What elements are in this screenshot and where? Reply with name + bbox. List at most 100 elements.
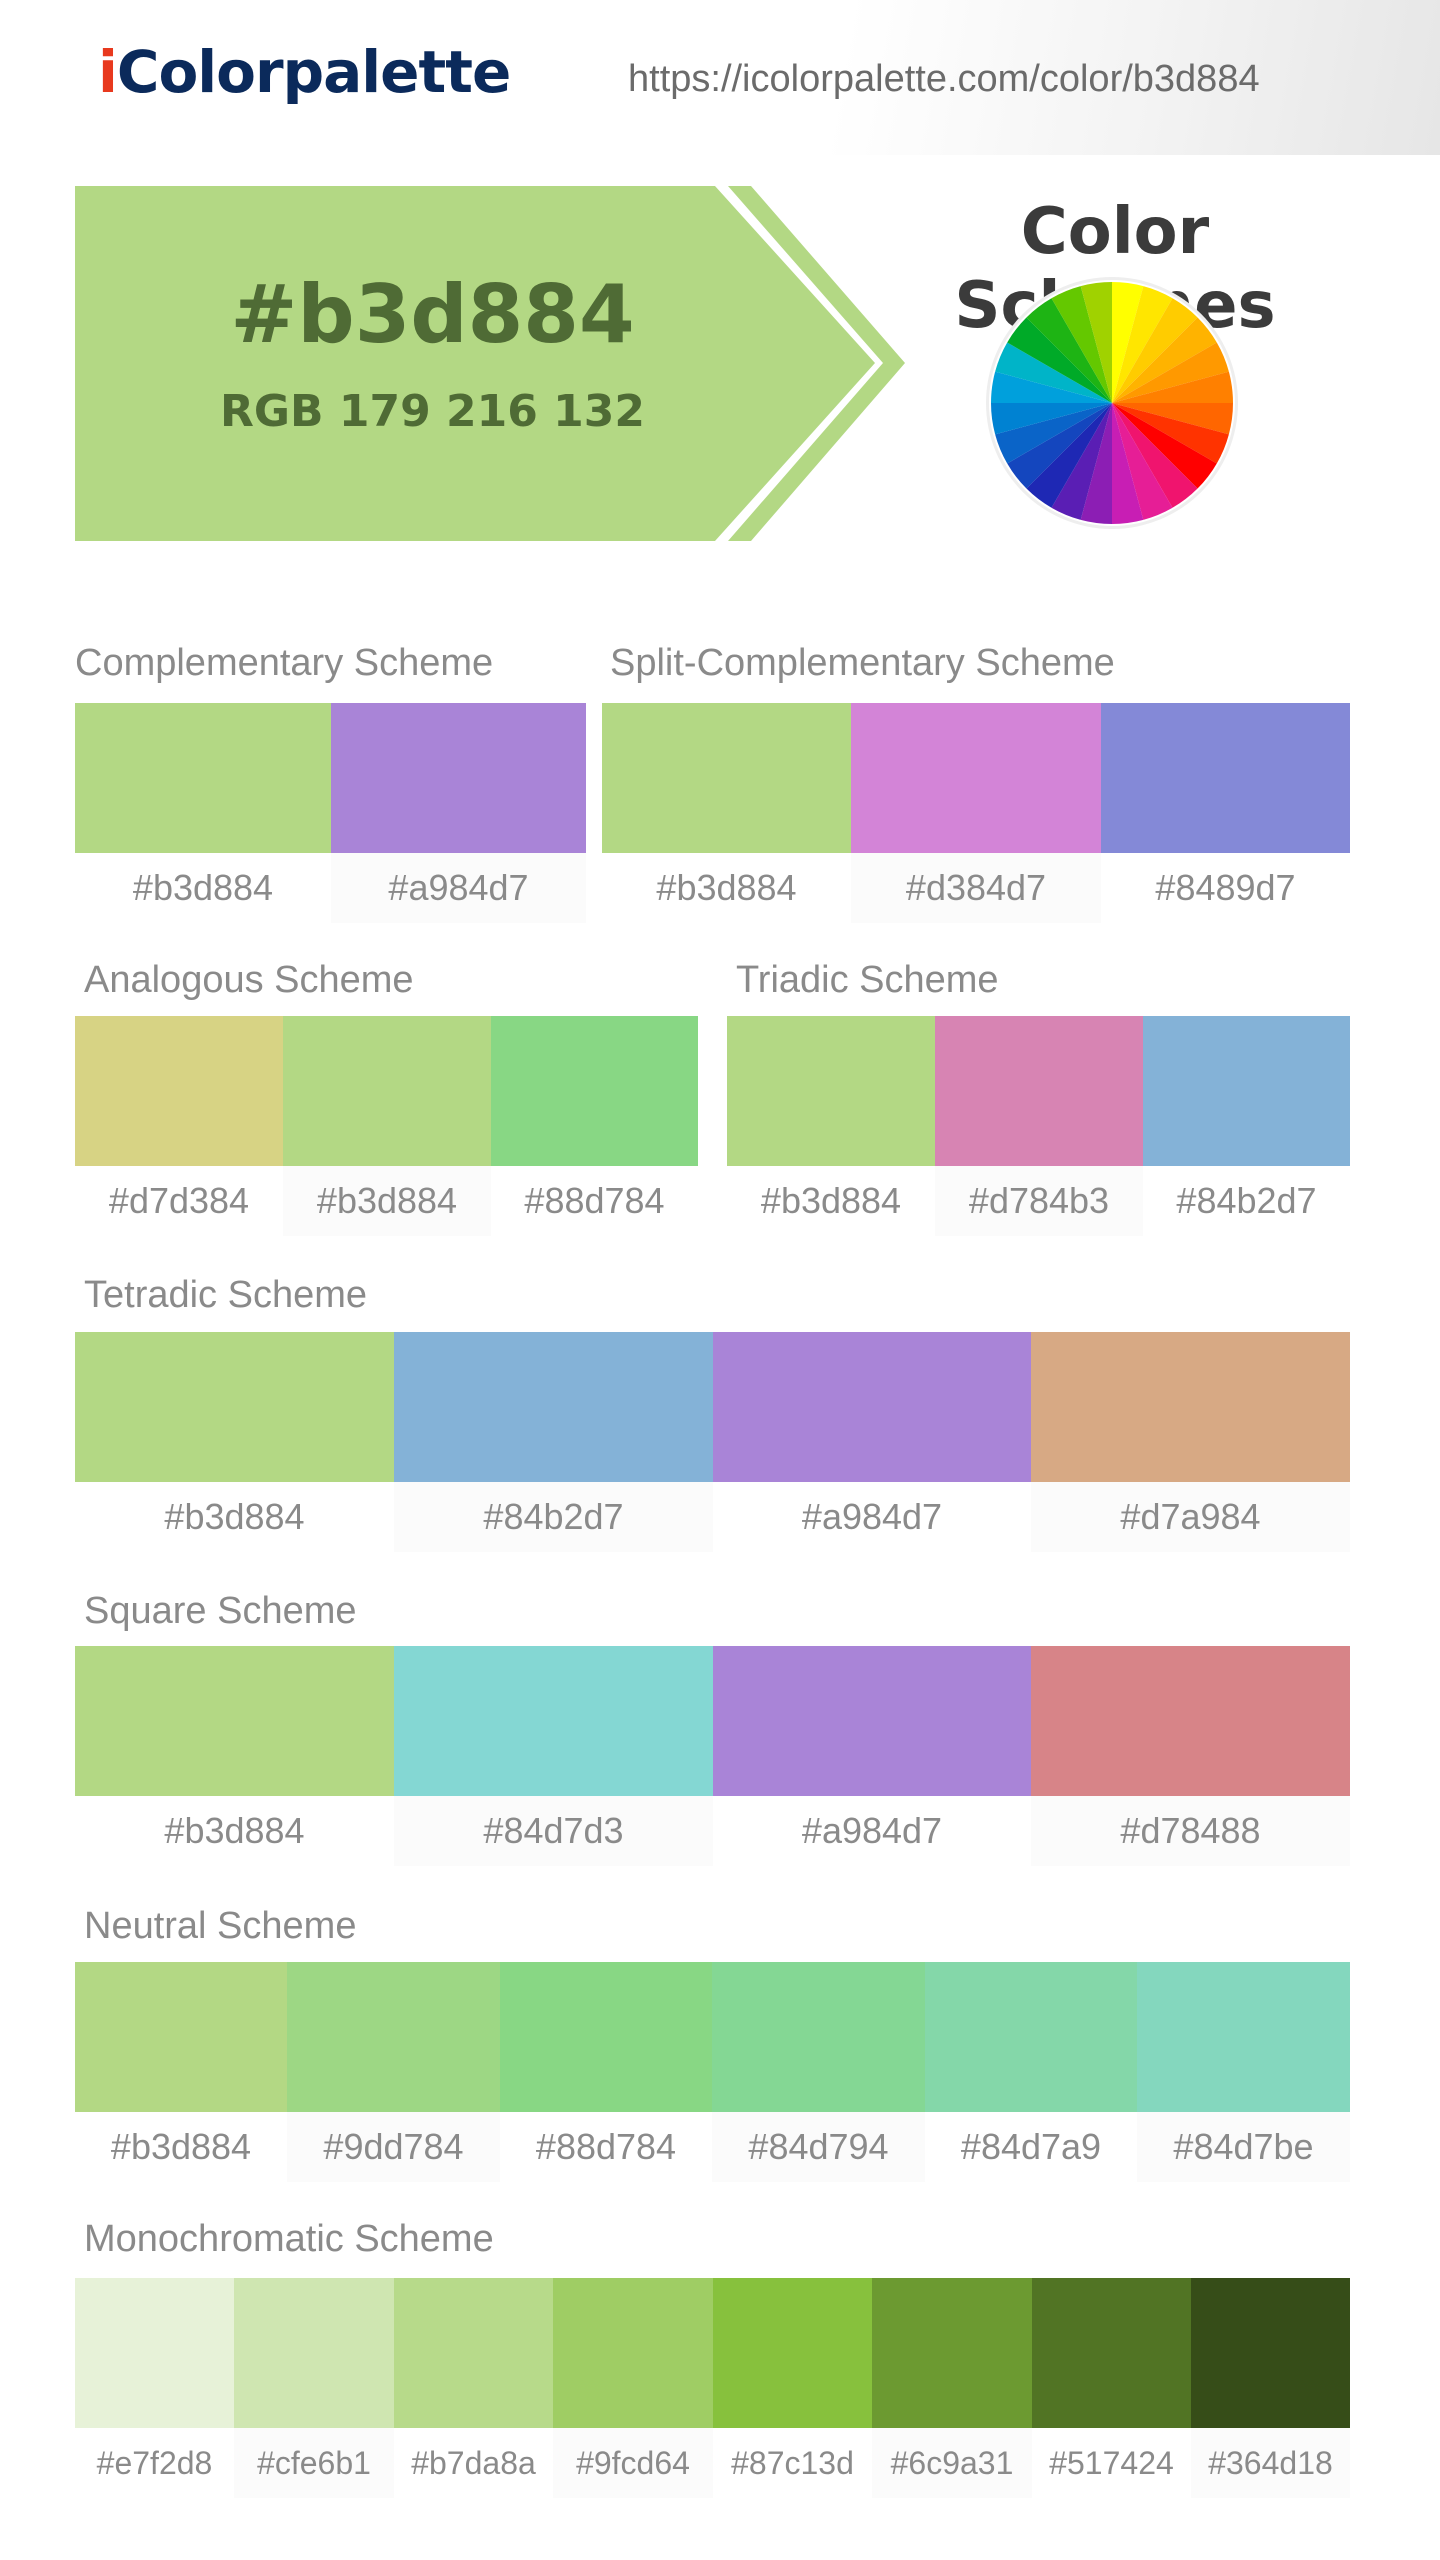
tetradic-row: #b3d884 #84b2d7 #a984d7 #d7a984 bbox=[75, 1332, 1350, 1552]
page-url: https://icolorpalette.com/color/b3d884 bbox=[628, 58, 1260, 100]
color-cell[interactable]: #d784b3 bbox=[935, 1016, 1143, 1236]
color-swatch[interactable] bbox=[1032, 2278, 1191, 2428]
color-swatch[interactable] bbox=[925, 1962, 1137, 2112]
color-cell[interactable]: #6c9a31 bbox=[872, 2278, 1032, 2498]
color-cell[interactable]: #84d7a9 bbox=[925, 1962, 1137, 2182]
color-cell[interactable]: #d78488 bbox=[1031, 1646, 1350, 1866]
color-code: #b3d884 bbox=[760, 1180, 902, 1221]
logo[interactable]: iColorpalette bbox=[98, 38, 511, 106]
color-swatch[interactable] bbox=[1101, 703, 1350, 853]
color-cell[interactable]: #a984d7 bbox=[713, 1332, 1031, 1552]
color-swatch[interactable] bbox=[287, 1962, 500, 2112]
color-swatch[interactable] bbox=[394, 1332, 713, 1482]
color-code: #84d7be bbox=[1137, 2112, 1350, 2182]
color-cell[interactable]: #b3d884 bbox=[602, 703, 851, 923]
color-code: #b3d884 bbox=[164, 1496, 305, 1537]
color-swatch[interactable] bbox=[727, 1016, 935, 1166]
color-swatch[interactable] bbox=[602, 703, 851, 853]
color-code: #d784b3 bbox=[935, 1166, 1143, 1236]
color-cell[interactable]: #87c13d bbox=[713, 2278, 872, 2498]
color-swatch[interactable] bbox=[75, 1646, 394, 1796]
color-cell[interactable]: #84d7be bbox=[1137, 1962, 1350, 2182]
color-swatch[interactable] bbox=[713, 2278, 872, 2428]
color-cell[interactable]: #8489d7 bbox=[1101, 703, 1350, 923]
color-cell[interactable]: #b3d884 bbox=[727, 1016, 935, 1236]
color-swatch[interactable] bbox=[75, 1016, 283, 1166]
color-code: #84b2d7 bbox=[1176, 1180, 1317, 1221]
color-swatch[interactable] bbox=[553, 2278, 713, 2428]
color-swatch[interactable] bbox=[75, 2278, 234, 2428]
color-cell[interactable]: #84d7d3 bbox=[394, 1646, 713, 1866]
color-cell[interactable]: #b7da8a bbox=[394, 2278, 553, 2498]
color-wheel-wedge bbox=[1051, 403, 1112, 520]
monochromatic-title: Monochromatic Scheme bbox=[84, 2218, 494, 2260]
color-cell[interactable]: #88d784 bbox=[491, 1016, 698, 1236]
color-swatch[interactable] bbox=[713, 1332, 1031, 1482]
color-swatch[interactable] bbox=[1191, 2278, 1350, 2428]
hero-hex-code: #b3d884 bbox=[230, 268, 635, 361]
color-code: #88d784 bbox=[524, 1180, 665, 1221]
color-cell[interactable]: #364d18 bbox=[1191, 2278, 1350, 2498]
neutral-row: #b3d884 #9dd784 #88d784 #84d794 #84d7a9 … bbox=[75, 1962, 1350, 2182]
triadic-title: Triadic Scheme bbox=[736, 959, 999, 1001]
color-code: #a984d7 bbox=[801, 1810, 943, 1851]
color-swatch[interactable] bbox=[712, 1962, 925, 2112]
color-swatch[interactable] bbox=[1031, 1332, 1350, 1482]
color-wheel-wedge bbox=[991, 371, 1112, 403]
color-swatch[interactable] bbox=[331, 703, 586, 853]
color-cell[interactable]: #d7d384 bbox=[75, 1016, 283, 1236]
color-cell[interactable]: #b3d884 bbox=[75, 1646, 394, 1866]
color-code: #364d18 bbox=[1191, 2428, 1350, 2498]
color-cell[interactable]: #d7a984 bbox=[1031, 1332, 1350, 1552]
color-wheel-wedge bbox=[1112, 317, 1217, 403]
color-cell[interactable]: #a984d7 bbox=[713, 1646, 1031, 1866]
color-cell[interactable]: #84b2d7 bbox=[1143, 1016, 1350, 1236]
color-cell[interactable]: #b3d884 bbox=[75, 1332, 394, 1552]
color-cell[interactable]: #b3d884 bbox=[283, 1016, 491, 1236]
color-swatch[interactable] bbox=[75, 1962, 287, 2112]
color-swatch[interactable] bbox=[851, 703, 1101, 853]
color-swatch[interactable] bbox=[75, 703, 331, 853]
color-cell[interactable]: #b3d884 bbox=[75, 1962, 287, 2182]
color-swatch[interactable] bbox=[1031, 1646, 1350, 1796]
color-code: #84d7d3 bbox=[394, 1796, 713, 1866]
color-cell[interactable]: #88d784 bbox=[500, 1962, 712, 2182]
color-swatch[interactable] bbox=[394, 2278, 553, 2428]
color-cell[interactable]: #517424 bbox=[1032, 2278, 1191, 2498]
color-swatch[interactable] bbox=[234, 2278, 394, 2428]
color-wheel-wedge bbox=[1112, 403, 1233, 435]
color-swatch[interactable] bbox=[491, 1016, 698, 1166]
color-code: #e7f2d8 bbox=[96, 2444, 213, 2481]
color-code: #b3d884 bbox=[283, 1166, 491, 1236]
hero-rgb-value: RGB 179 216 132 bbox=[219, 386, 646, 437]
color-cell[interactable]: #d384d7 bbox=[851, 703, 1101, 923]
color-swatch[interactable] bbox=[75, 1332, 394, 1482]
color-cell[interactable]: #a984d7 bbox=[331, 703, 586, 923]
color-swatch[interactable] bbox=[1137, 1962, 1350, 2112]
color-swatch[interactable] bbox=[394, 1646, 713, 1796]
monochromatic-row: #e7f2d8 #cfe6b1 #b7da8a #9fcd64 #87c13d … bbox=[75, 2278, 1350, 2498]
color-swatch[interactable] bbox=[872, 2278, 1032, 2428]
color-cell[interactable]: #b3d884 bbox=[75, 703, 331, 923]
color-swatch[interactable] bbox=[283, 1016, 491, 1166]
color-swatch[interactable] bbox=[1143, 1016, 1350, 1166]
color-cell[interactable]: #cfe6b1 bbox=[234, 2278, 394, 2498]
color-code: #84d7a9 bbox=[960, 2126, 1102, 2167]
color-swatch[interactable] bbox=[713, 1646, 1031, 1796]
color-cell[interactable]: #9fcd64 bbox=[553, 2278, 713, 2498]
square-title: Square Scheme bbox=[84, 1590, 357, 1632]
color-code: #87c13d bbox=[731, 2444, 854, 2481]
color-wheel-wedge bbox=[1112, 403, 1229, 464]
color-code: #9dd784 bbox=[287, 2112, 500, 2182]
color-wheel-wedge bbox=[1112, 282, 1144, 403]
color-swatch[interactable] bbox=[935, 1016, 1143, 1166]
color-cell[interactable]: #9dd784 bbox=[287, 1962, 500, 2182]
color-wheel-wedge bbox=[1080, 282, 1112, 403]
color-code: #b3d884 bbox=[110, 2126, 252, 2167]
color-code: #cfe6b1 bbox=[234, 2428, 394, 2498]
neutral-title: Neutral Scheme bbox=[84, 1905, 357, 1947]
color-cell[interactable]: #e7f2d8 bbox=[75, 2278, 234, 2498]
color-swatch[interactable] bbox=[500, 1962, 712, 2112]
color-cell[interactable]: #84b2d7 bbox=[394, 1332, 713, 1552]
color-cell[interactable]: #84d794 bbox=[712, 1962, 925, 2182]
